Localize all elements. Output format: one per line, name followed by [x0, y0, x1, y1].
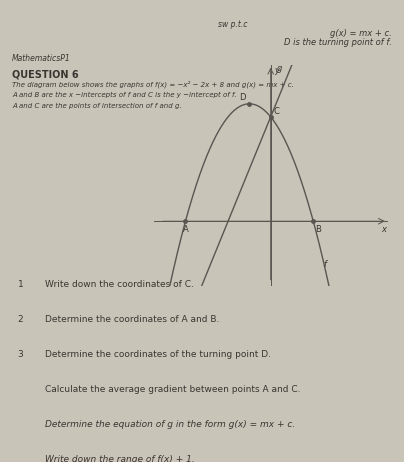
- Text: The diagram below shows the graphs of f(x) = −x² − 2x + 8 and g(x) = mx + c.: The diagram below shows the graphs of f(…: [12, 81, 294, 88]
- Text: sw p.t.c: sw p.t.c: [218, 20, 248, 30]
- Text: A and B are the x −intercepts of f and C is the y −intercept of f.: A and B are the x −intercepts of f and C…: [12, 92, 237, 98]
- Text: f: f: [324, 260, 327, 269]
- Text: Determine the coordinates of the turning point D.: Determine the coordinates of the turning…: [45, 350, 271, 359]
- Text: x: x: [381, 225, 387, 234]
- Text: g: g: [277, 64, 282, 73]
- Text: MathematicsP1: MathematicsP1: [12, 54, 71, 63]
- Text: B: B: [316, 225, 321, 234]
- Text: 2: 2: [18, 316, 23, 324]
- Text: Determine the coordinates of A and B.: Determine the coordinates of A and B.: [45, 316, 219, 324]
- Text: A: A: [183, 225, 189, 234]
- Text: 1: 1: [18, 280, 23, 289]
- Text: QUESTION 6: QUESTION 6: [12, 70, 79, 80]
- Text: y: y: [274, 66, 279, 74]
- Text: Calculate the average gradient between points A and C.: Calculate the average gradient between p…: [45, 385, 301, 394]
- Text: D is the turning point of f.: D is the turning point of f.: [284, 38, 392, 48]
- Text: A and C are the points of intersection of f and g.: A and C are the points of intersection o…: [12, 103, 182, 109]
- Text: 3: 3: [18, 350, 23, 359]
- Text: Determine the equation of g in the form g(x) = mx + c.: Determine the equation of g in the form …: [45, 420, 295, 429]
- Text: D: D: [239, 93, 245, 102]
- Text: g(x) = mx + c.: g(x) = mx + c.: [330, 30, 392, 38]
- Text: Write down the range of f(x) + 1.: Write down the range of f(x) + 1.: [45, 455, 195, 462]
- Text: C: C: [274, 107, 280, 116]
- Text: Write down the coordinates of C.: Write down the coordinates of C.: [45, 280, 194, 289]
